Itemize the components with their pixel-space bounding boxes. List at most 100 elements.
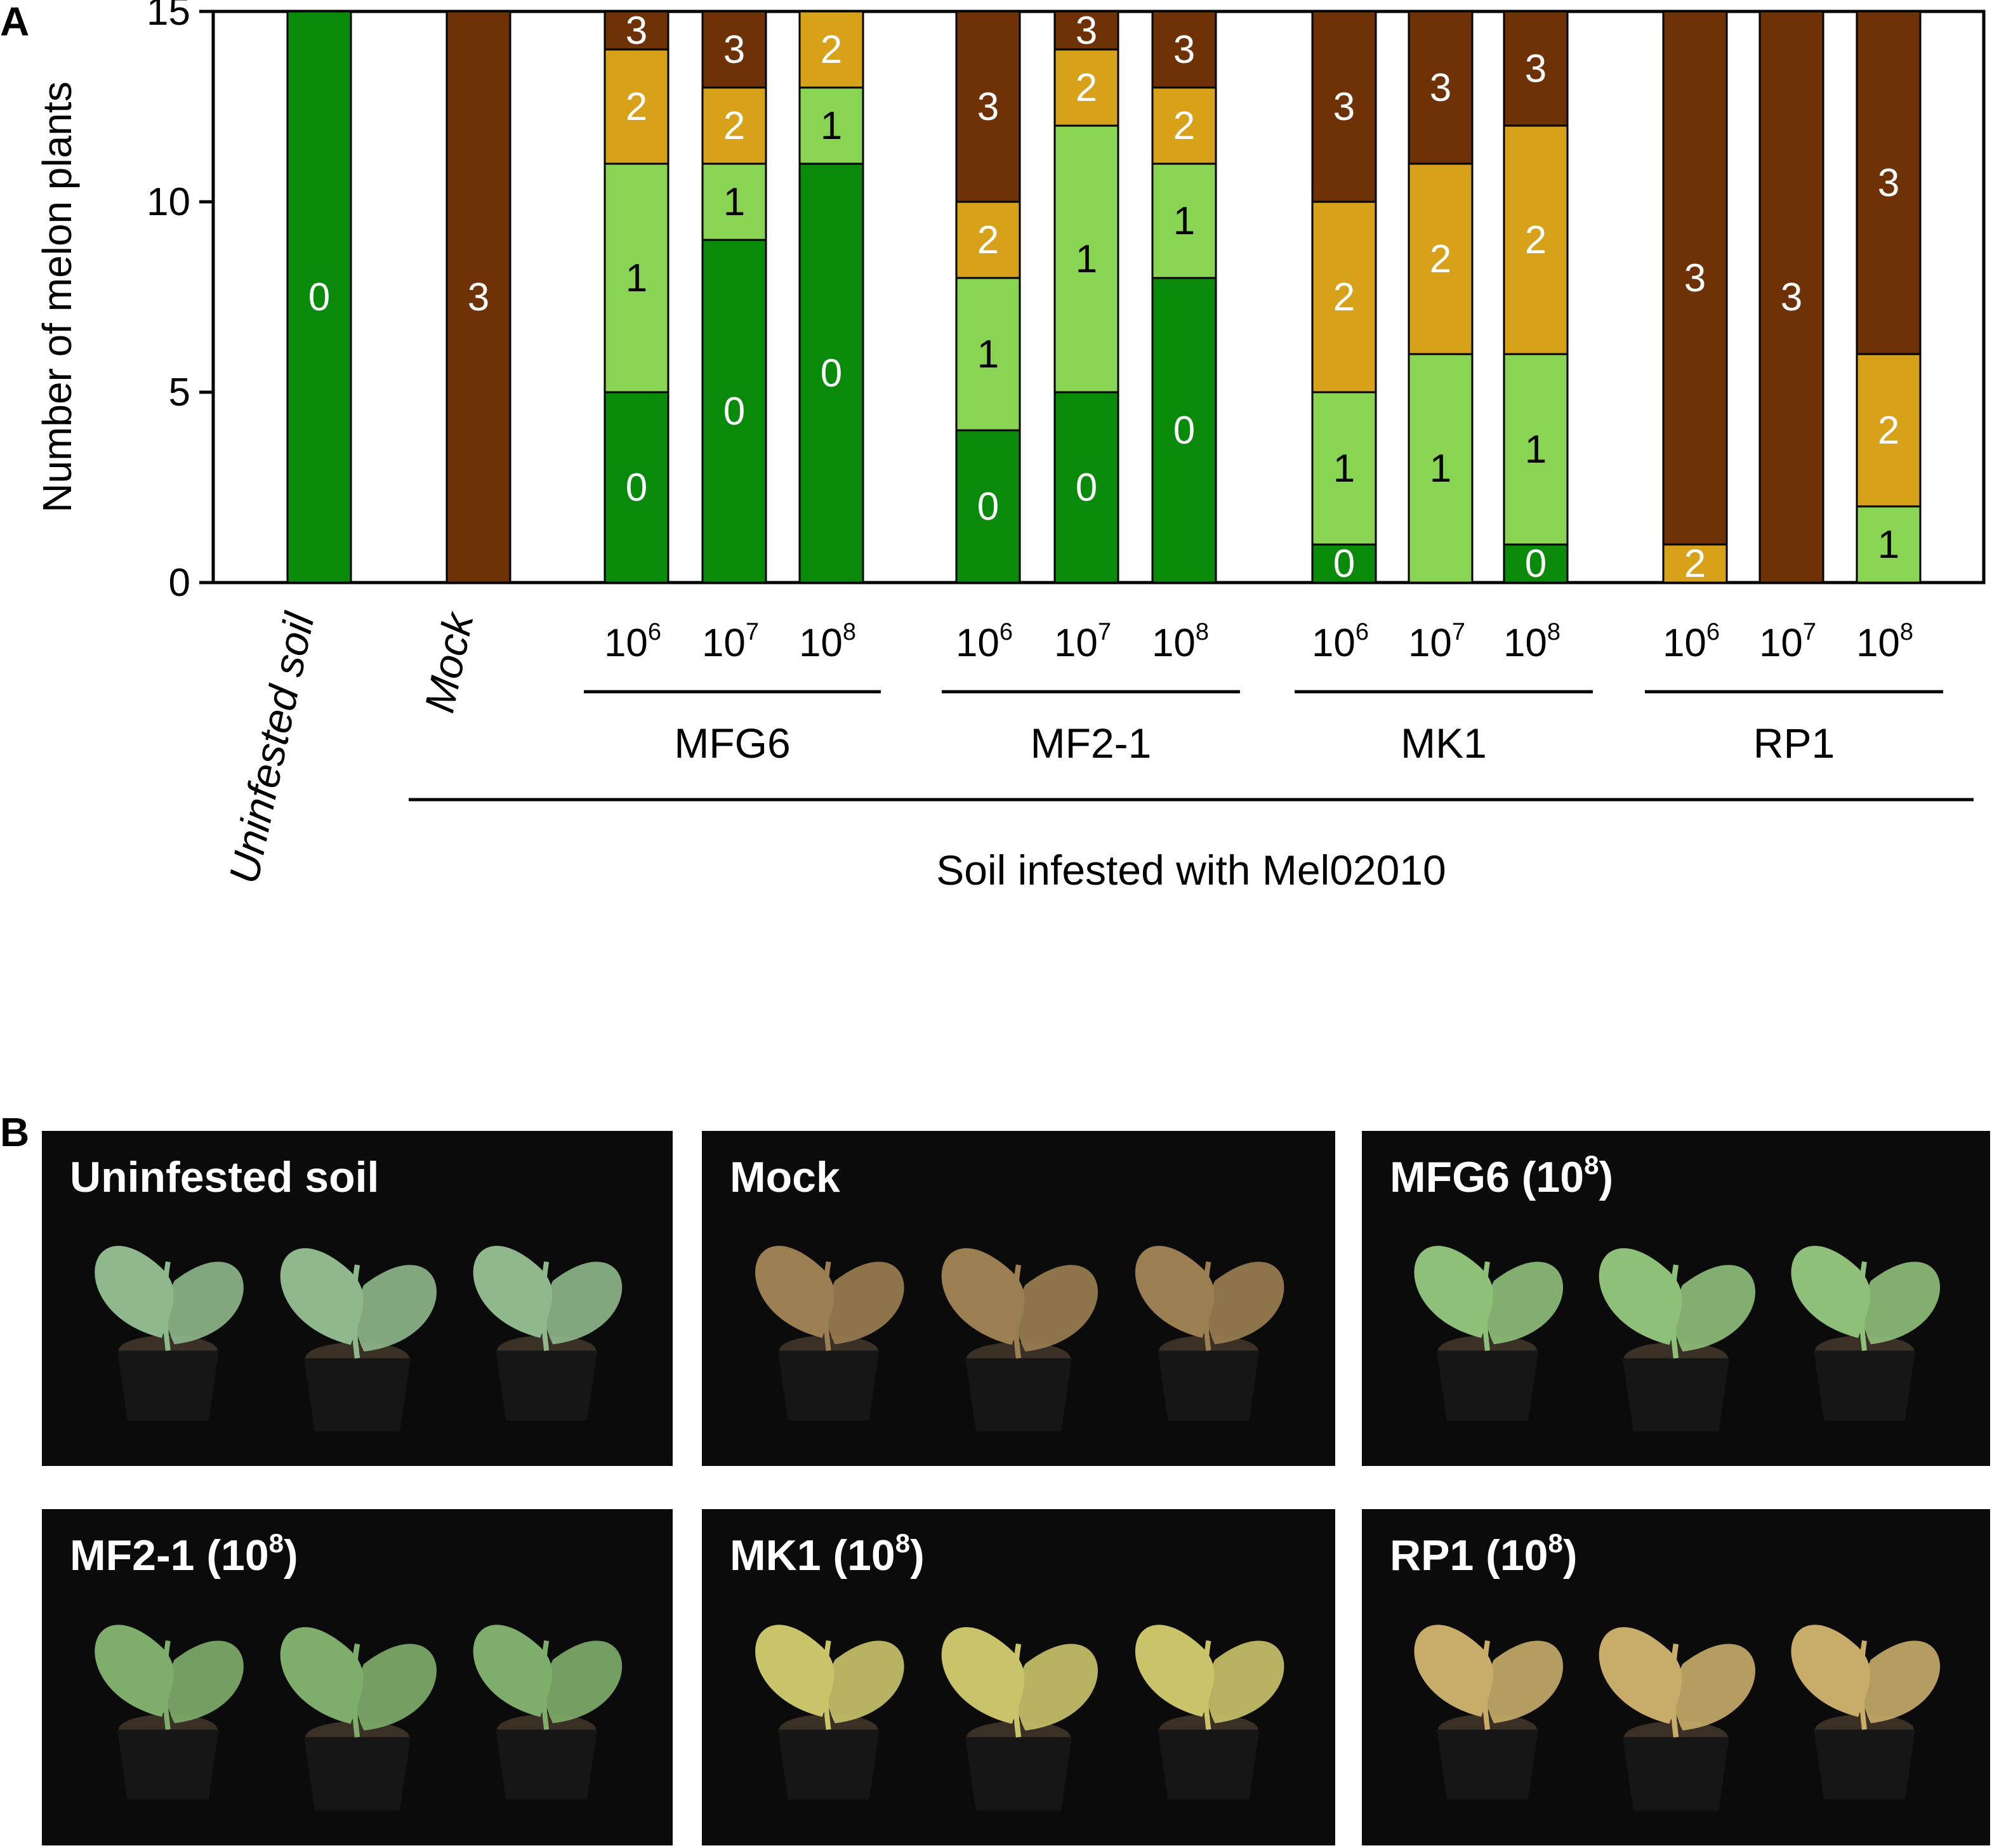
bar-segment-label: 2 [1076,66,1097,110]
bar-segment [1151,277,1217,584]
bar-segment [1408,162,1474,355]
bar-segment [1053,391,1119,584]
y-axis-title: Number of melon plants [34,81,80,512]
pot [304,1358,411,1432]
leaf [1206,1640,1284,1724]
leaf [1862,1262,1941,1345]
bar-segment [701,162,767,241]
leaf [755,1246,835,1338]
bar-segment-label: 0 [723,390,745,433]
leaf [1791,1625,1870,1717]
leaf [1599,1627,1682,1724]
bar-segment-label: 0 [308,275,330,319]
photo-grid: Uninfested soil Mock MFG6 (108) MF2-1 (108)… [42,1131,1990,1845]
dose-label: 106 [1663,619,1720,665]
pot [1437,1729,1538,1800]
bar-segment-label: 0 [1173,409,1195,452]
bar-segment-label: 3 [1525,47,1547,91]
bar-segment [955,201,1021,279]
leaf [1485,1262,1564,1345]
leaf [544,1262,623,1345]
bar-segment [955,10,1021,203]
bar-segment-label: 2 [626,85,647,129]
photo-title: MFG6 (108) [1390,1150,1613,1201]
bar-segment [1311,391,1377,546]
bar-segment [798,10,864,89]
bar-segment [798,162,864,584]
leaf [941,1627,1025,1724]
bar-segment [604,10,670,51]
bar-segment-label: 1 [977,333,999,376]
leaf [280,1248,364,1345]
bar-segment [955,429,1021,584]
leaf [1016,1644,1098,1731]
bar-segment-label: 1 [1333,447,1355,491]
photo-mock: Mock [702,1131,1335,1466]
pot [1814,1729,1915,1800]
bar-segment [1151,10,1217,89]
panel-b-label: B [0,1109,29,1155]
pot [1623,1358,1729,1432]
bar-segment-label: 2 [1525,218,1547,262]
photo-title: RP1 (108) [1390,1528,1577,1580]
leaf [1206,1262,1284,1345]
bar-segment-label: 2 [1173,104,1195,148]
pot [117,1350,219,1421]
bar-segment [1662,10,1728,546]
bar-segment-label: 3 [1076,9,1097,53]
leaf [826,1262,904,1345]
leaf [826,1640,904,1724]
bar-segment-label: 1 [1173,199,1195,243]
photo-mk1: MK1 (108) [702,1509,1335,1845]
pot [777,1729,880,1800]
bar-segment-label: 0 [626,466,647,510]
super-group-label: Soil infested with Mel02010 [936,847,1446,894]
bar-segment [1503,353,1569,546]
leaf [473,1625,553,1717]
dose-label: 107 [1759,619,1816,665]
photo-title: Mock [730,1153,840,1201]
pot [777,1350,880,1421]
bar-segment-label: 3 [1878,161,1899,205]
bar-segment-label: 0 [977,485,999,529]
pot [965,1737,1072,1811]
dose-label: 108 [1856,619,1913,665]
bar-segment-label: 2 [1684,542,1706,586]
bar-segment-label: 3 [1781,275,1802,319]
leaf [1673,1265,1755,1352]
leaf [280,1627,364,1724]
dose-label: 107 [1054,619,1111,665]
bar-segment-label: 0 [1525,542,1547,586]
leaf [355,1644,437,1731]
leaf [755,1625,835,1717]
bar-segment [1856,10,1922,355]
group-label: MF2-1 [1031,720,1152,767]
pot [1623,1737,1729,1811]
leaf [1791,1246,1870,1338]
bar-segment-label: 3 [1333,85,1355,129]
bar-segment-label: 2 [1333,275,1355,319]
photo-mfg6: MFG6 (108) [1362,1131,1990,1466]
bar-segment-label: 2 [1878,409,1899,452]
bar-segment-label: 3 [977,85,999,129]
pot [117,1729,219,1800]
dose-label: 107 [1408,619,1465,665]
y-tick-label: 5 [169,371,190,414]
bar-segment [1408,353,1474,584]
leaf [1862,1640,1941,1724]
pot [1158,1350,1260,1421]
leaf [355,1265,437,1352]
leaf [166,1640,244,1724]
bar-segment-label: 0 [1333,542,1355,586]
x-label-mock: Mock [416,607,483,717]
bar-segment [1408,10,1474,165]
dose-label: 107 [702,619,759,665]
pot [496,1729,598,1800]
bar-segment-label: 1 [723,180,745,224]
leaf [1016,1265,1098,1352]
panel-a-label: A [0,0,29,44]
bar-segment-label: 2 [977,218,999,262]
leaf [1414,1246,1493,1338]
y-tick-label: 10 [147,180,190,224]
